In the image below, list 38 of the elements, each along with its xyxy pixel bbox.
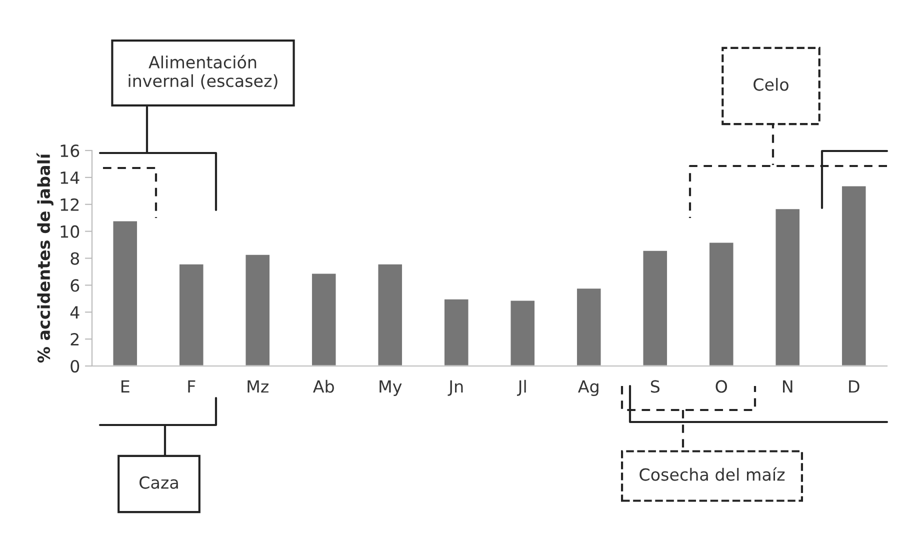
y-axis-title: % accidentes de jabalí xyxy=(36,152,54,363)
x-tick-label: E xyxy=(121,380,130,393)
x-tick-label: F xyxy=(188,380,196,393)
x-tick-label: Ab xyxy=(313,380,334,393)
x-tick-label: N xyxy=(783,380,792,393)
bar xyxy=(376,262,404,366)
bar xyxy=(178,262,205,366)
bar xyxy=(840,184,868,366)
bar xyxy=(509,299,536,366)
y-tick-label: 4 xyxy=(70,306,80,318)
bar xyxy=(708,241,735,366)
bar xyxy=(310,272,338,366)
y-tick-label: 12 xyxy=(60,198,79,211)
y-tick-label: 6 xyxy=(70,279,80,292)
x-tick-label: Jl xyxy=(516,380,526,396)
y-tick-label: 16 xyxy=(60,144,80,158)
x-tick-label: Mz xyxy=(248,380,268,393)
text: Caza xyxy=(140,476,178,489)
bar xyxy=(774,208,801,366)
y-tick-label: 10 xyxy=(60,225,80,238)
x-tick-label: Ag xyxy=(578,380,598,396)
bar xyxy=(244,254,271,366)
text: Celo xyxy=(754,78,788,91)
y-tick-label: 8 xyxy=(70,252,80,265)
x-tick-label: My xyxy=(380,380,402,396)
bar xyxy=(642,249,668,366)
x-tick-label: O xyxy=(716,380,727,393)
x-tick-label: D xyxy=(849,380,860,393)
bar xyxy=(112,220,138,366)
x-tick-label: Jn xyxy=(448,380,463,396)
x-tick-label: S xyxy=(650,380,660,393)
text: Cosecha del maíz xyxy=(640,467,785,481)
bar xyxy=(443,298,470,366)
y-tick-label: 0 xyxy=(70,360,80,373)
y-tick-label: 2 xyxy=(70,333,79,346)
text: Alimentación invernal (escasez) xyxy=(128,54,278,90)
y-tick-label: 14 xyxy=(60,172,80,184)
bar xyxy=(576,287,602,366)
